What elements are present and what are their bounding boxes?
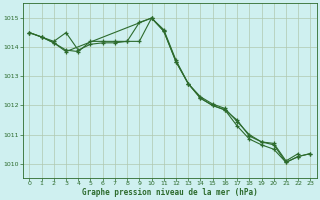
X-axis label: Graphe pression niveau de la mer (hPa): Graphe pression niveau de la mer (hPa): [82, 188, 258, 197]
